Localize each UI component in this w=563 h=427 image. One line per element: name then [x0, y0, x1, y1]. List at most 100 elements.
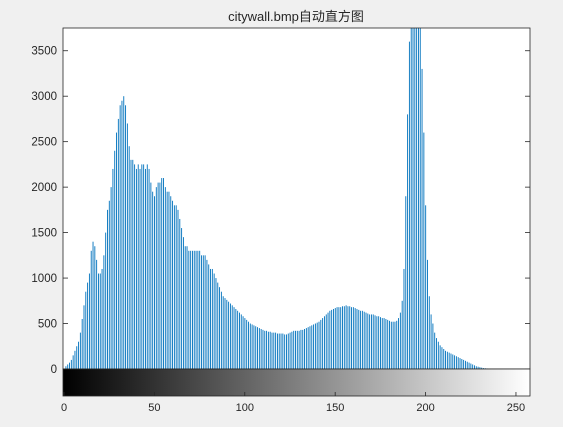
histogram-bar: [121, 100, 123, 369]
histogram-bar: [157, 182, 159, 369]
histogram-bar: [300, 329, 302, 369]
histogram-bar: [470, 363, 472, 369]
histogram-bar: [313, 324, 315, 369]
histogram-bar: [163, 178, 164, 369]
histogram-bar: [463, 359, 465, 369]
histogram-bar: [376, 316, 378, 369]
histogram-bar: [145, 168, 146, 369]
histogram-bar: [437, 341, 439, 369]
histogram-bar: [327, 312, 329, 369]
histogram-bar: [213, 273, 215, 369]
y-tick-label: 1000: [31, 273, 57, 285]
histogram-bar: [172, 200, 174, 369]
histogram-bar: [450, 353, 452, 369]
histogram-bar: [309, 326, 311, 369]
histogram-bar: [181, 228, 183, 369]
histogram-bar: [401, 300, 403, 369]
histogram-bar: [101, 268, 103, 369]
histogram-bar: [94, 246, 96, 369]
histogram-bar: [130, 159, 132, 369]
histogram-bar: [352, 307, 354, 369]
histogram-bar: [363, 311, 365, 369]
histogram-bar: [481, 367, 483, 369]
histogram-bar: [98, 273, 99, 369]
histogram-bar: [351, 307, 352, 369]
histogram-bar: [222, 296, 224, 369]
histogram-bar: [125, 105, 127, 369]
x-axis: 0 50 100 150 200 250: [61, 392, 525, 414]
histogram-bar: [342, 306, 343, 369]
histogram-bar: [354, 308, 356, 369]
histogram-bar: [239, 312, 240, 369]
histogram-bar: [343, 306, 345, 369]
histogram-bar: [231, 305, 233, 369]
histogram-bar: [123, 96, 125, 369]
histogram-bar: [173, 205, 175, 369]
histogram-bar: [119, 105, 121, 369]
histogram-bar: [367, 313, 369, 369]
histogram-bar: [389, 320, 390, 369]
histogram-bar: [275, 332, 277, 369]
histogram-bar: [253, 325, 255, 369]
histogram-bar: [374, 315, 376, 369]
histogram-bar: [407, 114, 409, 369]
histogram-bar: [316, 322, 318, 369]
histogram-bar: [318, 321, 320, 369]
histogram-bar: [255, 326, 257, 369]
histogram-bar: [226, 299, 228, 369]
histogram-bar: [403, 268, 405, 369]
histogram-bar: [220, 291, 222, 369]
histogram-bar: [405, 196, 407, 369]
histogram-bar: [262, 329, 264, 369]
histogram-bar: [78, 341, 80, 369]
histogram-bar: [446, 351, 448, 369]
histogram-bar: [340, 307, 342, 369]
histogram-bar: [137, 164, 139, 369]
histogram-bar: [87, 282, 89, 369]
histogram-bar: [67, 364, 69, 369]
y-tick-label: 500: [38, 319, 57, 331]
histogram-bar: [182, 237, 184, 369]
histogram-bar: [385, 318, 387, 369]
histogram-bar: [380, 317, 381, 369]
histogram-bar: [148, 168, 150, 369]
histogram-bar: [244, 318, 246, 369]
histogram-bar: [96, 259, 98, 369]
histogram-bar: [206, 259, 208, 369]
histogram-bar: [347, 306, 349, 369]
histogram-bar: [76, 346, 78, 369]
histogram-bar: [276, 333, 278, 369]
histogram-bar: [311, 325, 313, 369]
histogram-bar: [128, 146, 130, 369]
histogram-bar: [143, 164, 145, 369]
histogram-bar: [394, 321, 396, 369]
histogram-bar: [228, 301, 230, 369]
histogram-bar: [188, 250, 190, 369]
histogram-bar: [269, 331, 271, 369]
histogram-bar: [291, 331, 293, 369]
histogram-bar: [286, 334, 287, 369]
histogram-bar: [177, 209, 179, 369]
histogram-bar: [392, 321, 394, 369]
histogram-bar: [164, 187, 166, 369]
y-tick-label: 3000: [31, 91, 57, 103]
y-axis: 0 500 1000 1500 2000 2500 3000 3500: [31, 46, 530, 376]
histogram-bar: [88, 273, 90, 369]
histogram-bar: [475, 366, 477, 369]
histogram-bar: [246, 319, 248, 369]
histogram-bar: [417, 28, 419, 369]
y-tick-label: 0: [51, 364, 57, 376]
x-tick-label: 0: [61, 402, 67, 414]
histogram-bar: [257, 327, 258, 369]
histogram-bar: [83, 305, 85, 369]
histogram-bar: [427, 259, 428, 369]
histogram-bar: [410, 28, 412, 369]
histogram-bar: [141, 164, 143, 369]
histogram-bar: [184, 246, 186, 369]
histogram-bar: [284, 334, 286, 369]
histogram-bar: [477, 366, 479, 369]
histogram-bar: [179, 218, 181, 369]
histogram-bar: [436, 338, 437, 369]
x-tick-label: 250: [507, 402, 525, 414]
histogram-bar: [69, 362, 70, 369]
